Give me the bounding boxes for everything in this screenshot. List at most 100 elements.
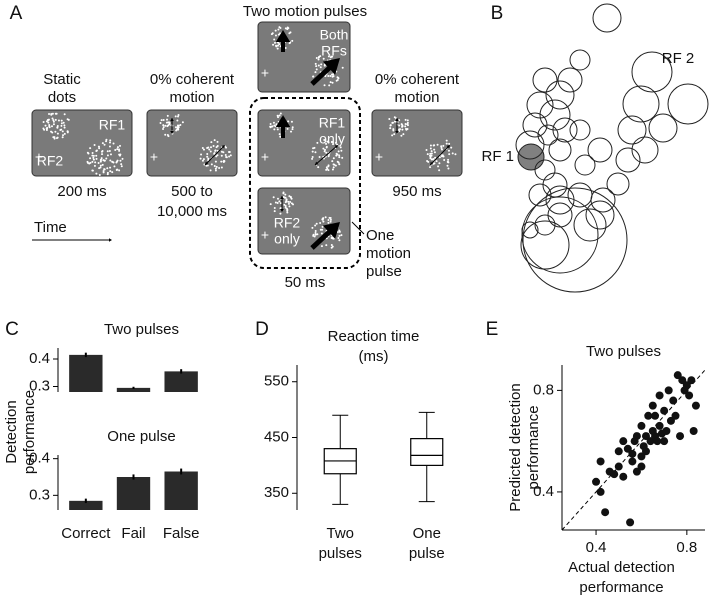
dot: [54, 130, 57, 133]
arrow-shaft: [310, 64, 333, 86]
dot: [393, 133, 396, 136]
dot: [317, 58, 320, 61]
dot: [53, 137, 56, 140]
dot-field: [86, 138, 124, 177]
dot: [320, 63, 323, 66]
receptive-field: [569, 119, 591, 141]
dot: [46, 118, 49, 121]
dot: [202, 148, 205, 151]
dot: [445, 142, 448, 145]
receptive-field: [592, 3, 622, 33]
dot: [426, 153, 429, 156]
dot: [430, 152, 433, 155]
dot: [52, 123, 55, 126]
dot: [210, 163, 213, 166]
dot: [93, 164, 96, 167]
dot: [166, 118, 169, 121]
stage-label: Static: [43, 71, 81, 88]
receptive-field: [534, 214, 556, 236]
pulse-group: [249, 97, 361, 269]
dot: [341, 156, 344, 159]
dot: [101, 142, 104, 145]
callout: [351, 221, 365, 235]
fixation: +: [375, 149, 383, 165]
dot: [334, 164, 337, 167]
dot: [52, 120, 55, 123]
dot: [338, 156, 341, 159]
dot: [166, 114, 169, 117]
dot: [289, 201, 292, 204]
stage-label: motion: [394, 89, 439, 106]
arrow-head: [395, 131, 399, 134]
dot: [400, 123, 403, 126]
dot: [320, 232, 323, 235]
dot: [56, 124, 59, 127]
dot: [98, 174, 101, 177]
dot: [327, 219, 330, 222]
dot: [218, 167, 221, 170]
dot: [406, 119, 409, 122]
dot: [447, 149, 450, 152]
point: [687, 376, 696, 385]
stage-label: only: [319, 131, 345, 147]
dot: [116, 146, 119, 149]
dot: [119, 153, 122, 156]
arrow-head: [446, 145, 450, 149]
dot: [95, 149, 98, 152]
dot: [321, 218, 324, 221]
dot: [47, 121, 50, 124]
dot: [109, 153, 112, 156]
point: [655, 421, 664, 430]
dot-field: [199, 139, 232, 172]
arrow-shaft: [314, 146, 337, 166]
dot: [315, 57, 318, 60]
y-tick-label: 0.4: [29, 450, 50, 467]
dot: [118, 169, 121, 172]
dot: [48, 125, 51, 128]
dot: [213, 139, 216, 142]
dot: [279, 112, 282, 115]
receptive-field: [617, 115, 647, 145]
dot: [389, 127, 392, 130]
point: [596, 457, 605, 466]
dot: [401, 125, 404, 128]
dot: [319, 66, 322, 69]
dot: [274, 34, 277, 37]
dot: [311, 157, 314, 160]
dot: [321, 225, 324, 228]
dot: [440, 146, 443, 149]
stage-label: RFs: [321, 43, 347, 59]
dot: [327, 55, 330, 58]
dot: [103, 168, 106, 171]
point: [632, 432, 641, 441]
dot-field: [311, 138, 344, 172]
arrow-head: [221, 145, 225, 149]
x-axis-label: Actual detection: [568, 559, 675, 576]
dot: [94, 161, 97, 164]
duration: 950 ms: [392, 183, 441, 200]
dot: [317, 64, 320, 67]
dot: [174, 115, 177, 118]
dot: [209, 150, 212, 153]
dot: [325, 151, 328, 154]
receptive-field: [515, 130, 545, 160]
arrow-head: [205, 161, 209, 165]
dot: [119, 144, 122, 147]
motion-arrow: [314, 145, 338, 166]
dot: [216, 145, 219, 148]
stage-label: One: [366, 227, 394, 244]
dot: [102, 171, 105, 174]
bar: [116, 387, 151, 392]
dot: [287, 27, 290, 30]
dot: [316, 141, 319, 144]
duration: 200 ms: [57, 183, 106, 200]
dot: [176, 124, 179, 127]
dot: [109, 166, 112, 169]
receptive-field: [537, 124, 559, 146]
dot: [314, 230, 317, 233]
dot: [313, 235, 316, 238]
dot: [207, 146, 210, 149]
point: [669, 396, 678, 405]
dot: [225, 146, 228, 149]
